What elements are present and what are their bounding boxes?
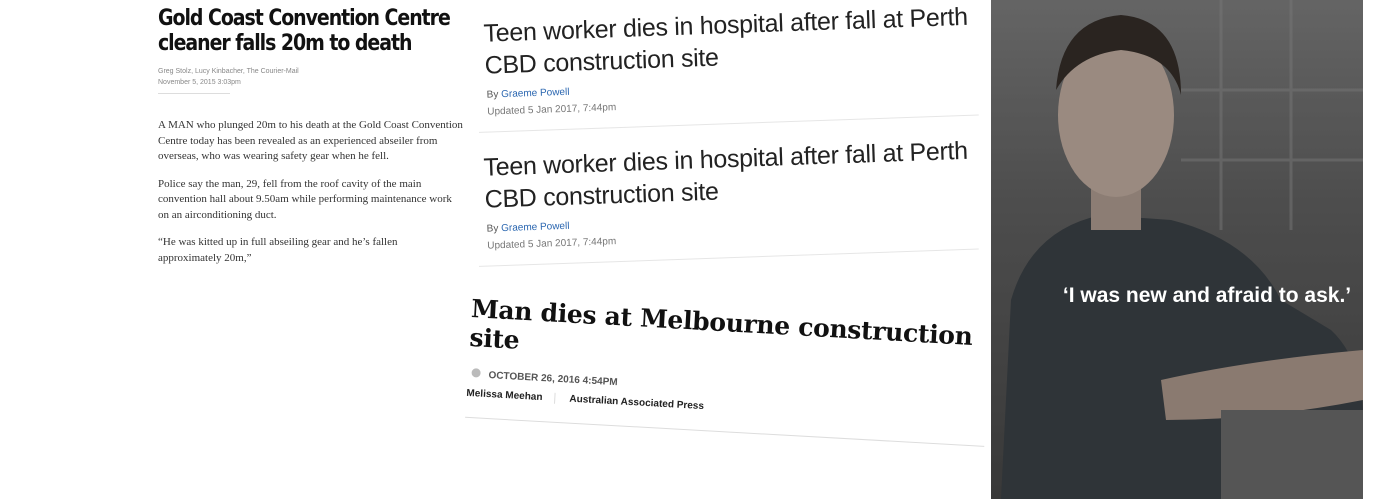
quote: ‘I was new and afraid to ask.’ (1062, 284, 1352, 307)
source: Australian Associated Press (569, 393, 705, 413)
paragraph: “He was kitted up in full abseiling gear… (158, 236, 398, 264)
author-link[interactable]: Graeme Powell (500, 220, 570, 235)
clipping: Gold Coast Convention Centre cleaner fal… (158, 6, 463, 266)
clipping: Teen worker dies in hospital after fall … (475, 133, 999, 267)
date: November 5, 2015 3:03pm (158, 79, 241, 86)
poster: ‘I was new and afraid to ask.’ (991, 0, 1363, 499)
divider (478, 248, 979, 267)
clipping: Man dies at Melbourne construction site … (465, 294, 991, 447)
author-link[interactable]: Graeme Powell (500, 86, 570, 101)
by-label: By (486, 223, 499, 235)
divider (478, 114, 979, 133)
headline: Teen worker dies in hospital after fall … (483, 136, 969, 214)
hair (1056, 15, 1181, 95)
clipping: Teen worker dies in hospital after fall … (475, 0, 999, 133)
authors: Greg Stolz, Lucy Kinbacher, The Courier-… (158, 68, 299, 75)
headline: Teen worker dies in hospital after fall … (483, 2, 969, 80)
paragraph: A MAN who plunged 20m to his death at th… (158, 119, 463, 162)
headline: Gold Coast Convention Centre cleaner fal… (158, 6, 451, 56)
poster-photo (991, 0, 1363, 499)
window-frames (1181, 0, 1363, 230)
author: Melissa Meehan (466, 387, 556, 404)
divider (158, 93, 230, 94)
arm (1161, 350, 1363, 420)
headline: Man dies at Melbourne construction site (468, 294, 974, 355)
face (1058, 33, 1174, 197)
paragraph: Police say the man, 29, fell from the ro… (158, 177, 452, 221)
by-label: By (486, 89, 499, 101)
bench (1221, 410, 1363, 499)
